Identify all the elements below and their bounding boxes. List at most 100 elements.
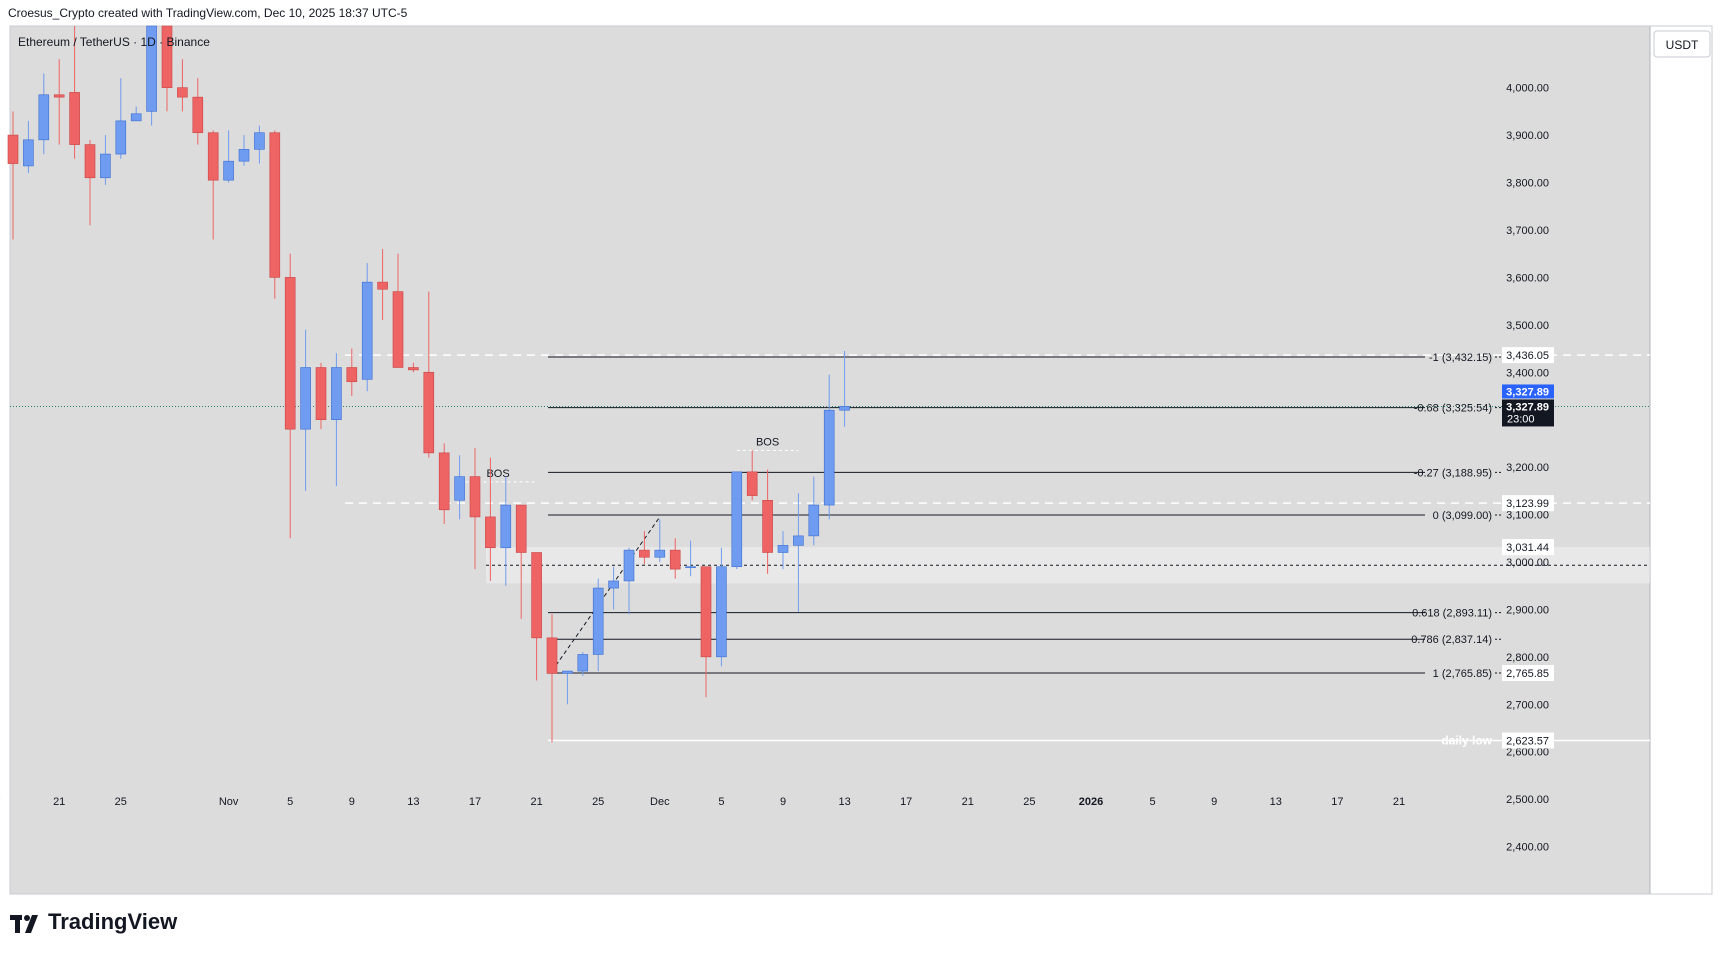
- x-tick-label: 17: [900, 796, 912, 808]
- candle: [69, 26, 80, 159]
- x-tick-label: 9: [780, 796, 786, 808]
- candle-body: [793, 535, 804, 546]
- candle-body: [531, 552, 542, 639]
- candle-body: [315, 367, 327, 420]
- candle: [115, 78, 127, 159]
- candle: [654, 519, 666, 562]
- candle-body: [361, 281, 373, 380]
- fib-level-label: -0.68 (3,325.54): [1414, 403, 1492, 415]
- y-tick-label: 4,000.00: [1506, 83, 1549, 95]
- price-label: 2,765.85: [1506, 668, 1549, 680]
- candle-body: [669, 549, 681, 570]
- candle: [377, 248, 388, 321]
- candle-body: [839, 406, 850, 411]
- candle: [777, 531, 789, 570]
- candle-body: [592, 587, 604, 655]
- candle: [238, 135, 250, 166]
- candle: [361, 263, 373, 392]
- candle: [53, 59, 65, 145]
- candle-body: [69, 92, 80, 145]
- currency-button[interactable]: USDT: [1653, 30, 1711, 58]
- candle-body: [454, 476, 465, 501]
- candle: [577, 652, 589, 676]
- candle: [500, 476, 512, 586]
- candle: [408, 362, 419, 373]
- candle-body: [762, 500, 773, 553]
- candle-body: [623, 549, 635, 582]
- y-tick-label: 3,800.00: [1506, 178, 1549, 190]
- x-tick-label: 17: [469, 796, 481, 808]
- candle: [546, 614, 558, 743]
- candle: [346, 348, 358, 396]
- candle-body: [177, 87, 188, 98]
- candle-body: [562, 670, 573, 674]
- candle-body: [238, 149, 250, 162]
- y-tick-label: 2,600.00: [1506, 747, 1549, 759]
- candle: [177, 59, 188, 112]
- candle-body: [777, 545, 789, 553]
- fib-level-label: 1 (2,765.85): [1433, 668, 1492, 680]
- candle-body: [300, 367, 311, 430]
- tradingview-logo-icon: [10, 913, 42, 933]
- x-tick-label: 17: [1331, 796, 1343, 808]
- y-tick-label: 3,500.00: [1506, 320, 1549, 332]
- candle: [146, 25, 157, 126]
- candle: [623, 547, 635, 615]
- brand: TradingView: [10, 909, 177, 935]
- candle-body: [7, 134, 19, 164]
- candle-body: [254, 132, 265, 150]
- candle: [192, 78, 204, 145]
- candle-body: [346, 367, 358, 383]
- candle-body: [377, 281, 388, 290]
- candle-body: [146, 25, 157, 112]
- candle: [38, 73, 50, 155]
- candle: [300, 329, 311, 491]
- x-tick-label: Dec: [650, 796, 670, 808]
- candle: [839, 350, 850, 427]
- candle-body: [223, 160, 234, 181]
- candle: [100, 135, 111, 185]
- fib-level-label: 0 (3,099.00): [1433, 510, 1492, 522]
- candle-body: [823, 409, 835, 506]
- candle-body: [100, 153, 111, 179]
- candle: [84, 139, 96, 226]
- candle-body: [700, 566, 712, 658]
- candle: [485, 457, 496, 581]
- candle-body: [438, 452, 450, 511]
- fib-level-label: -1 (3,432.15): [1429, 352, 1492, 364]
- candle-body: [284, 277, 296, 430]
- candle: [454, 455, 465, 520]
- candle-body: [469, 476, 481, 518]
- x-tick-label: 13: [1270, 796, 1282, 808]
- bos-label: BOS: [486, 468, 509, 480]
- y-tick-label: 2,800.00: [1506, 652, 1549, 664]
- candle-body: [331, 367, 342, 420]
- x-tick-label: 7: [0, 796, 1, 808]
- fib-level-label: -0.27 (3,188.95): [1414, 467, 1492, 479]
- y-tick-label: 3,100.00: [1506, 510, 1549, 522]
- candle-body: [207, 132, 219, 181]
- x-tick-label: 13: [407, 796, 419, 808]
- candle-body: [685, 566, 696, 569]
- price-label: 2,623.57: [1506, 736, 1549, 748]
- current-price-badge: [1502, 399, 1554, 427]
- y-tick-label: 3,700.00: [1506, 225, 1549, 237]
- candle: [762, 469, 773, 574]
- x-tick-label: 21: [53, 796, 65, 808]
- x-tick-label: 9: [1211, 796, 1217, 808]
- price-label-bg: [1502, 347, 1554, 364]
- y-tick-label: 3,600.00: [1506, 272, 1549, 284]
- candle-body: [161, 25, 173, 88]
- candle-body: [808, 504, 820, 537]
- candle: [700, 566, 712, 698]
- x-tick-label: 9: [349, 796, 355, 808]
- candle: [793, 493, 804, 612]
- price-label-bg: [1502, 495, 1554, 512]
- candle-body: [608, 580, 619, 589]
- y-tick-label: 3,000.00: [1506, 557, 1549, 569]
- fib-level-label: 0.618 (2,893.11): [1412, 608, 1492, 620]
- candle-body: [639, 549, 650, 558]
- candle-body: [716, 566, 727, 658]
- candle: [716, 547, 727, 667]
